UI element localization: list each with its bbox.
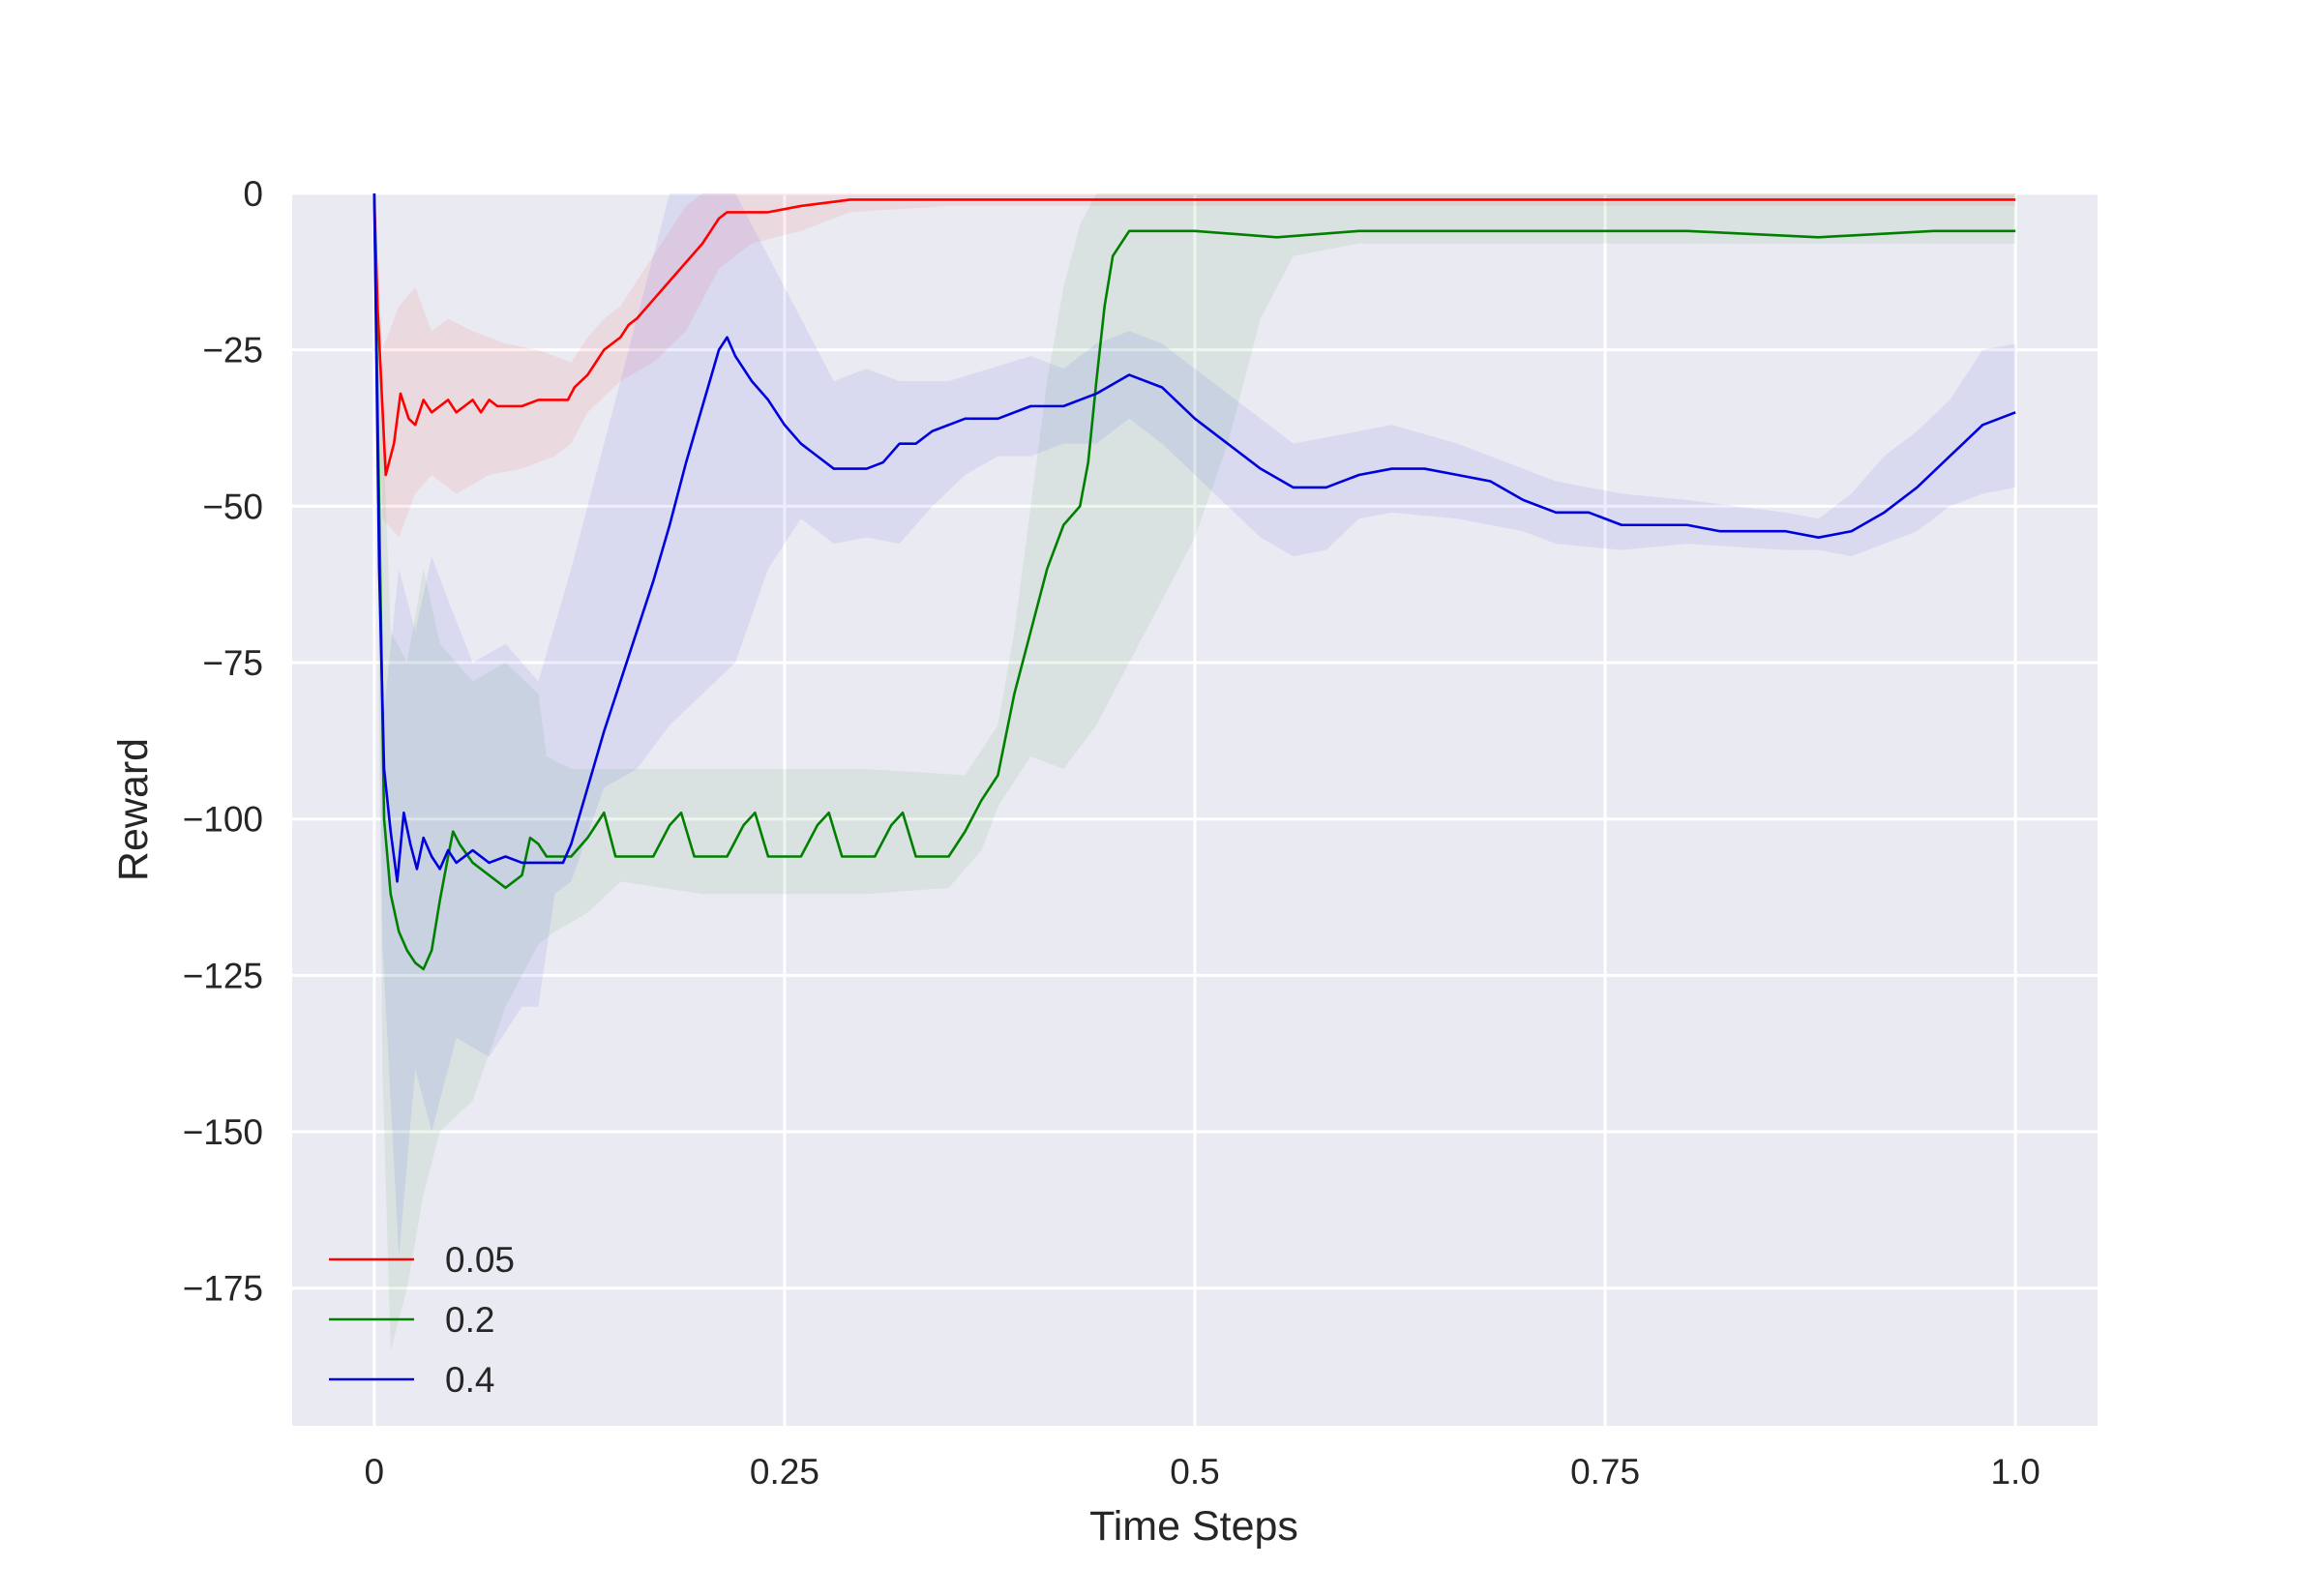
confidence-band-0.4 bbox=[373, 193, 2016, 1257]
grid-lines bbox=[292, 192, 2098, 1426]
y-tick-label: −75 bbox=[202, 643, 263, 683]
y-tick-label: −150 bbox=[183, 1112, 263, 1152]
y-tick-label: 0 bbox=[243, 174, 263, 214]
series-lines bbox=[372, 192, 2016, 971]
y-tick-label: −25 bbox=[202, 331, 263, 370]
legend-label-0.2: 0.2 bbox=[445, 1300, 494, 1340]
y-tick-label: −100 bbox=[183, 800, 263, 840]
series-line-0.05 bbox=[372, 192, 2016, 477]
confidence-bands bbox=[373, 193, 2016, 1351]
x-tick-label: 0.25 bbox=[750, 1452, 819, 1492]
y-tick-label: −125 bbox=[183, 956, 263, 995]
y-tick-label: −50 bbox=[202, 487, 263, 526]
legend: 0.05 0.2 0.4 bbox=[329, 1240, 515, 1400]
x-tick-label: 0.75 bbox=[1570, 1452, 1640, 1492]
x-axis-title: Time Steps bbox=[1089, 1503, 1298, 1550]
legend-label-0.05: 0.05 bbox=[445, 1240, 515, 1280]
x-tick-label: 1.0 bbox=[1990, 1452, 2039, 1492]
y-tick-labels: 0 −25 −50 −75 −100 −125 −150 −175 bbox=[183, 174, 263, 1309]
legend-label-0.4: 0.4 bbox=[445, 1360, 494, 1400]
x-tick-label: 0.5 bbox=[1170, 1452, 1219, 1492]
series-line-0.4 bbox=[372, 192, 2016, 883]
x-tick-label: 0 bbox=[365, 1452, 385, 1492]
confidence-band-0.2 bbox=[373, 193, 2016, 1351]
x-tick-labels: 0 0.25 0.5 0.75 1.0 bbox=[365, 1452, 2040, 1492]
y-tick-label: −175 bbox=[183, 1269, 263, 1309]
y-axis-title: Reward bbox=[110, 738, 157, 881]
